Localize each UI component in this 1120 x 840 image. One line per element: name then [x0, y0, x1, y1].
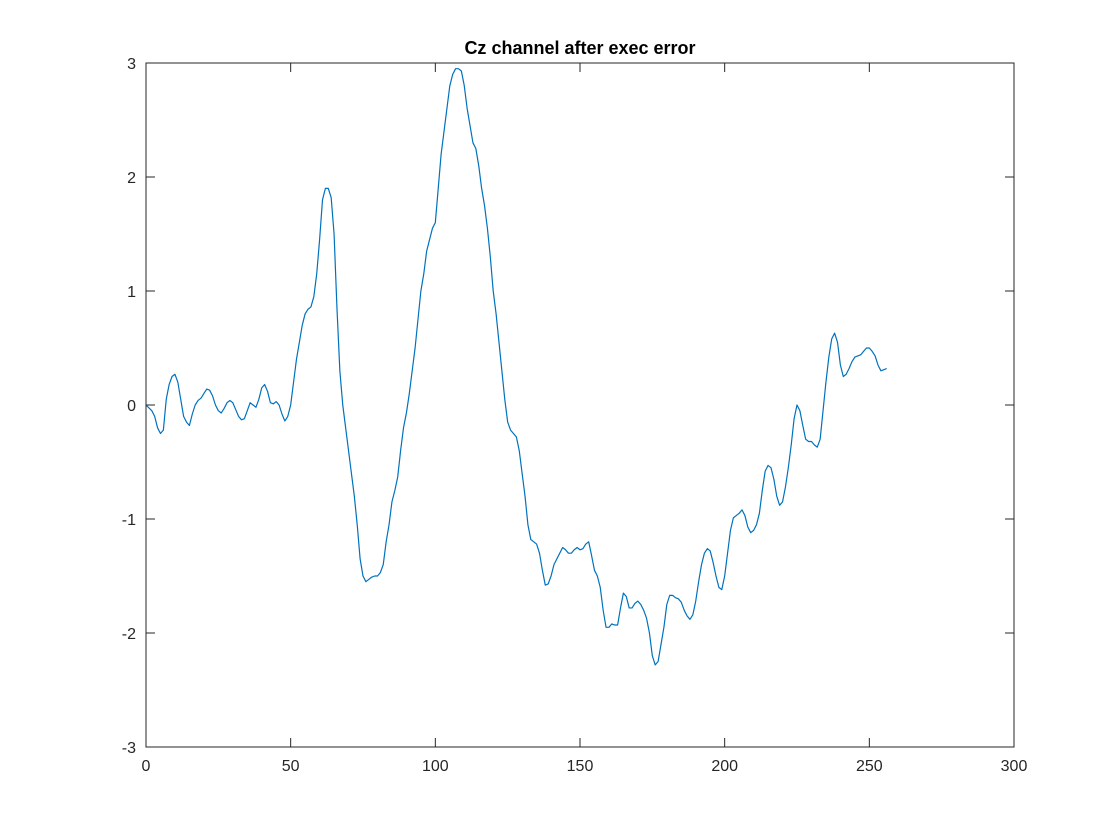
series-line-0 — [145, 68, 887, 666]
axes-background — [146, 63, 1014, 747]
x-tick-label: 250 — [856, 758, 883, 775]
x-tick-label: 150 — [567, 758, 594, 775]
y-tick-label: 1 — [127, 284, 136, 301]
y-tick-label: -1 — [122, 512, 136, 529]
axes-box — [145, 62, 1015, 748]
y-tick-labels: -3 -2 -1 0 1 2 3 — [122, 56, 136, 757]
x-tick-label: 50 — [282, 758, 300, 775]
chart-title: Cz channel after exec error — [464, 38, 695, 58]
x-tick-label: 300 — [1001, 758, 1028, 775]
plot-area — [145, 68, 887, 666]
y-tick-label: 3 — [127, 56, 136, 73]
x-tick-labels: 0 50 100 150 200 250 300 — [142, 758, 1028, 775]
y-tick-label: -3 — [122, 740, 136, 757]
x-tick-label: 200 — [711, 758, 738, 775]
y-tick-label: 2 — [127, 170, 136, 187]
x-tick-label: 100 — [422, 758, 449, 775]
y-tick-label: 0 — [127, 398, 136, 415]
x-tick-label: 0 — [142, 758, 151, 775]
y-tick-label: -2 — [122, 626, 136, 643]
